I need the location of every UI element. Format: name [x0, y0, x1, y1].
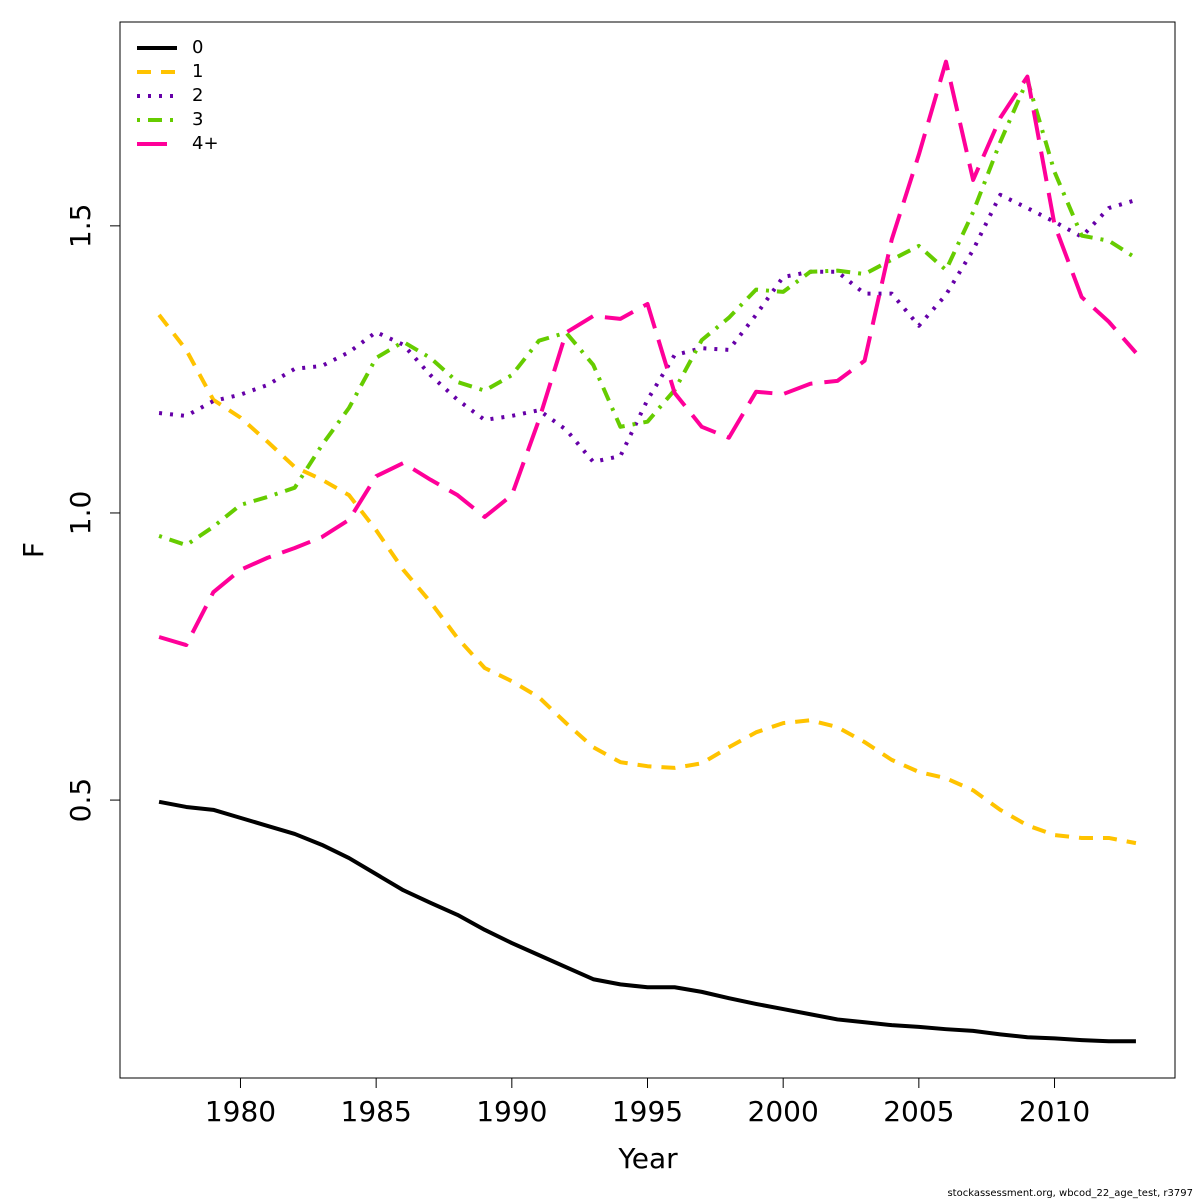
y-tick-label: 0.5: [64, 778, 97, 823]
x-tick-label: 1995: [612, 1095, 683, 1128]
x-tick-label: 1990: [476, 1095, 547, 1128]
series-line: [158, 59, 1138, 648]
plot-frame: [119, 21, 1176, 1079]
x-tick-label: 1980: [205, 1095, 276, 1128]
legend-label: 4+: [192, 133, 219, 154]
x-tick-label: 1985: [341, 1095, 412, 1128]
y-axis-label: F: [17, 542, 50, 558]
y-tick-label: 1.5: [64, 204, 97, 249]
x-axis-label: Year: [617, 1142, 678, 1175]
y-tick-label: 1.0: [64, 491, 97, 536]
footer: stockassessment.org, wbcod_22_age_test, …: [947, 1188, 1193, 1199]
x-tick-label: 2010: [1019, 1095, 1090, 1128]
legend-label: 2: [192, 85, 203, 106]
series-line: [157, 313, 1137, 846]
x-tick-label: 2005: [883, 1095, 954, 1128]
legend-label: 1: [192, 61, 203, 82]
x-tick-label: 2000: [748, 1095, 819, 1128]
legend-label: 0: [192, 37, 203, 58]
series-line: [158, 799, 1136, 1044]
series-line: [158, 78, 1138, 548]
legend-label: 3: [192, 109, 203, 130]
